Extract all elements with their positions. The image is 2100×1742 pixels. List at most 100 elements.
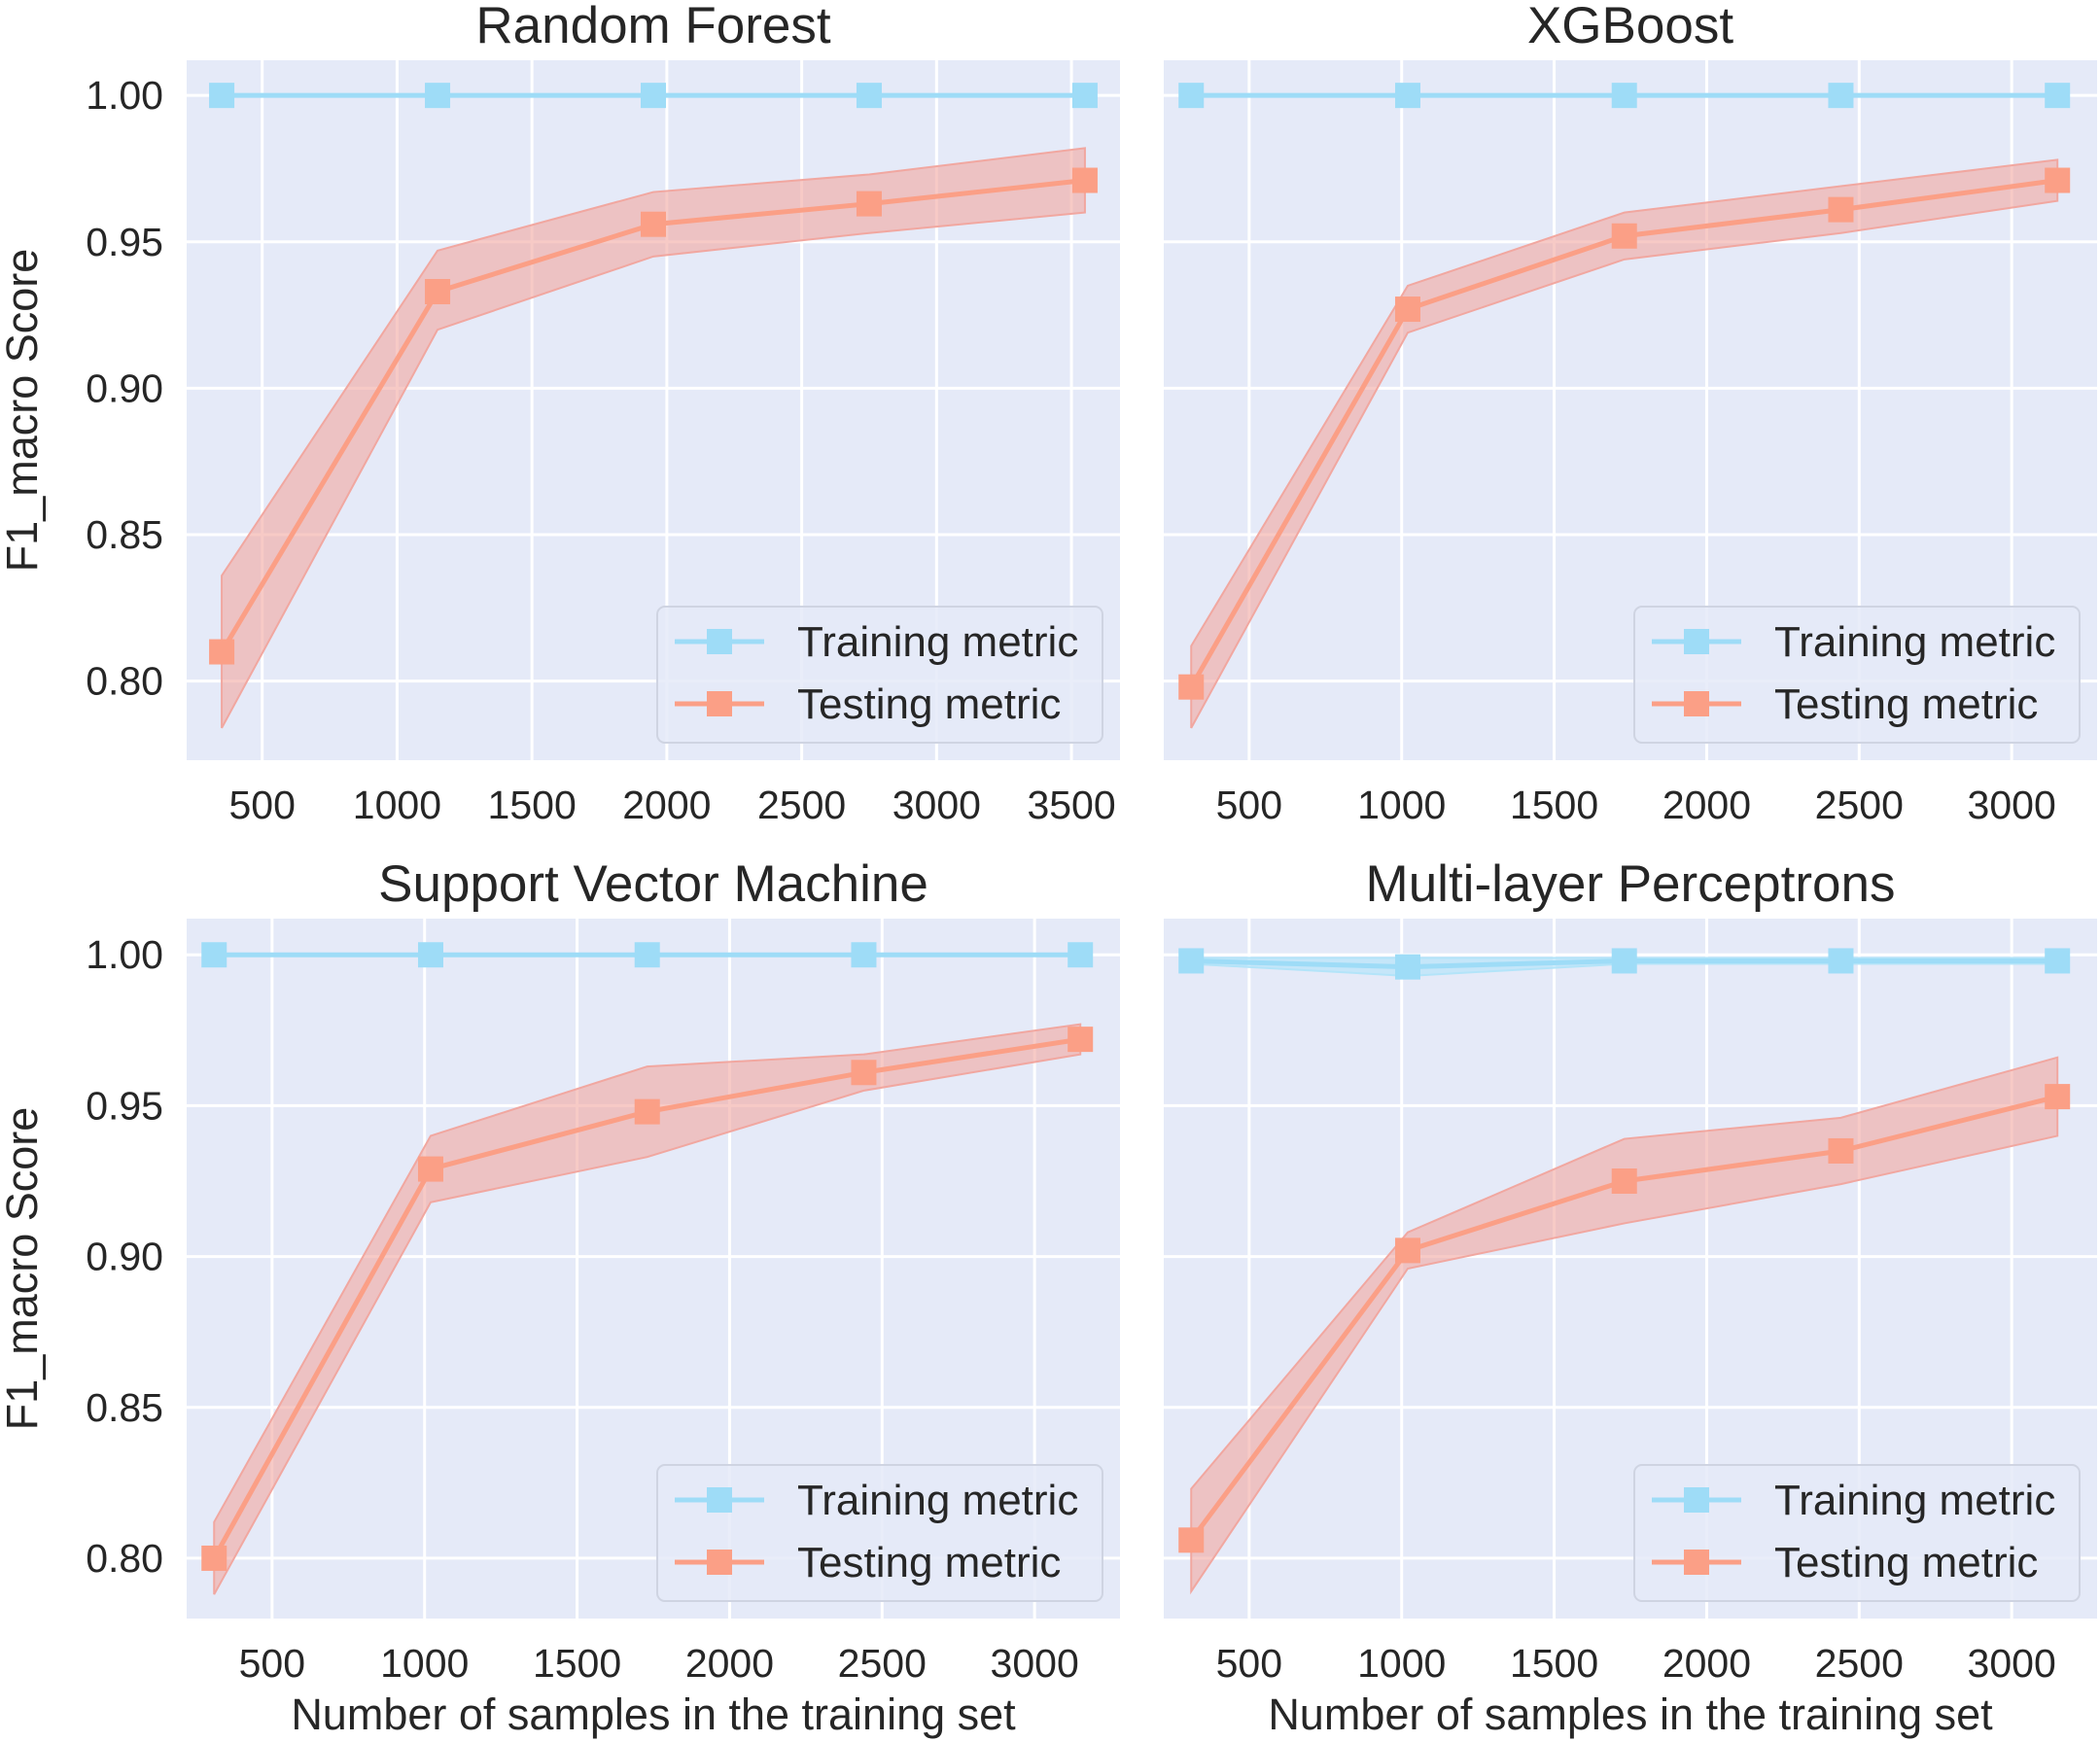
training-data-point: [1071, 83, 1098, 109]
x-tick-label: 2500: [838, 1641, 927, 1686]
x-tick-label: 1500: [488, 783, 577, 827]
legend-testing-marker: [1684, 1550, 1709, 1575]
x-tick-label: 3500: [1027, 783, 1115, 827]
testing-data-point: [1178, 1527, 1205, 1553]
legend: Training metric Testing metric: [656, 1464, 1103, 1602]
y-tick-label: 0.85: [86, 512, 163, 557]
x-tick-label: 3000: [991, 1641, 1079, 1686]
testing-data-point: [856, 191, 882, 217]
training-data-point: [1178, 948, 1205, 974]
testing-confidence-band: [1190, 1056, 2059, 1595]
legend-training-label: Training metric: [1774, 618, 2055, 666]
x-tick-label: 2500: [1815, 1641, 1904, 1686]
x-tick-label: 1500: [1510, 783, 1598, 827]
legend-training-label: Training metric: [797, 1477, 1078, 1524]
legend-box: [656, 606, 1103, 744]
x-tick-label: 1500: [1510, 1641, 1598, 1686]
testing-data-point: [1394, 296, 1420, 323]
training-data-point: [851, 942, 877, 968]
testing-data-point: [201, 1545, 228, 1571]
x-tick-label: 1000: [1357, 1641, 1446, 1686]
legend-training-marker: [707, 629, 732, 654]
training-data-point: [1178, 83, 1205, 109]
legend-box: [1633, 606, 2081, 744]
testing-data-point: [1068, 1027, 1094, 1053]
x-tick-label: 3000: [1968, 1641, 2056, 1686]
x-tick-label: 2000: [622, 783, 711, 827]
training-data-point: [1394, 954, 1420, 980]
testing-data-point: [641, 211, 666, 237]
x-tick-label: 2000: [1662, 1641, 1751, 1686]
y-tick-label: 0.95: [86, 1083, 163, 1128]
testing-data-point: [417, 1156, 443, 1182]
x-tick-label: 500: [228, 783, 295, 827]
legend-training-label: Training metric: [797, 618, 1078, 666]
training-data-point: [1394, 83, 1420, 109]
testing-data-point: [1394, 1237, 1420, 1264]
testing-data-point: [2045, 1084, 2071, 1110]
x-tick-label: 2000: [1662, 783, 1751, 827]
training-data-point: [425, 83, 451, 109]
subplot-3: Support Vector Machine 500 1000 1500 2000 250…: [0, 855, 1120, 1739]
legend: Training metric Testing metric: [656, 606, 1103, 744]
x-tick-label: 1000: [380, 1641, 469, 1686]
x-axis-label: Number of samples in the training set: [1268, 1690, 1993, 1739]
training-data-point: [1068, 942, 1094, 968]
testing-data-point: [2045, 167, 2071, 193]
x-tick-label: 500: [1216, 783, 1282, 827]
legend: Training metric Testing metric: [1633, 1464, 2081, 1602]
y-tick-label: 0.85: [86, 1385, 163, 1430]
x-tick-label: 1000: [353, 783, 441, 827]
testing-data-point: [1611, 1168, 1637, 1194]
legend-training-label: Training metric: [1774, 1477, 2055, 1524]
x-tick-label: 2000: [685, 1641, 774, 1686]
training-data-point: [634, 942, 660, 968]
testing-data-point: [1178, 674, 1205, 700]
testing-data-point: [1828, 196, 1854, 223]
x-tick-label: 500: [1216, 1641, 1282, 1686]
subplot-1: Random Forest 500 1000 1500 2000 2500 3000 3500…: [0, 0, 1120, 827]
training-data-point: [1828, 83, 1854, 109]
x-tick-label: 3000: [892, 783, 981, 827]
x-tick-label: 2500: [1815, 783, 1904, 827]
x-axis-label: Number of samples in the training set: [291, 1690, 1016, 1739]
y-axis-label: F1_macro Score: [0, 249, 47, 573]
y-tick-label: 0.80: [86, 659, 163, 704]
y-tick-label: 1.00: [86, 932, 163, 977]
subplot-2: XGBoost 500 1000 1500 2000 2500 3000 Training m…: [1164, 0, 2097, 827]
training-data-point: [1828, 948, 1854, 974]
y-tick-label: 0.90: [86, 1235, 163, 1279]
legend-training-marker: [707, 1487, 732, 1513]
testing-data-point: [851, 1060, 877, 1086]
testing-data-point: [1071, 167, 1098, 193]
training-data-point: [2045, 948, 2071, 974]
training-data-point: [856, 83, 882, 109]
x-tick-label: 500: [239, 1641, 305, 1686]
training-data-point: [417, 942, 443, 968]
x-tick-label: 1500: [533, 1641, 621, 1686]
legend: Training metric Testing metric: [1633, 606, 2081, 744]
legend-testing-marker: [707, 1550, 732, 1575]
legend-testing-label: Testing metric: [797, 1539, 1061, 1586]
legend-testing-label: Testing metric: [1774, 1539, 2038, 1586]
testing-data-point: [425, 278, 451, 304]
legend-testing-marker: [1684, 691, 1709, 716]
subplot-title: Multi-layer Perceptrons: [1366, 855, 1896, 913]
x-tick-label: 3000: [1968, 783, 2056, 827]
testing-data-point: [634, 1098, 660, 1125]
subplot-title: XGBoost: [1527, 0, 1733, 54]
legend-training-marker: [1684, 1487, 1709, 1513]
testing-data-point: [1611, 223, 1637, 249]
training-data-point: [641, 83, 666, 109]
training-data-point: [1611, 948, 1637, 974]
subplot-title: Random Forest: [475, 0, 831, 54]
x-tick-label: 2500: [757, 783, 846, 827]
legend-training-marker: [1684, 629, 1709, 654]
legend-testing-label: Testing metric: [797, 680, 1061, 728]
x-tick-label: 1000: [1357, 783, 1446, 827]
subplot-title: Support Vector Machine: [378, 855, 928, 913]
legend-testing-label: Testing metric: [1774, 680, 2038, 728]
legend-box: [1633, 1464, 2081, 1602]
